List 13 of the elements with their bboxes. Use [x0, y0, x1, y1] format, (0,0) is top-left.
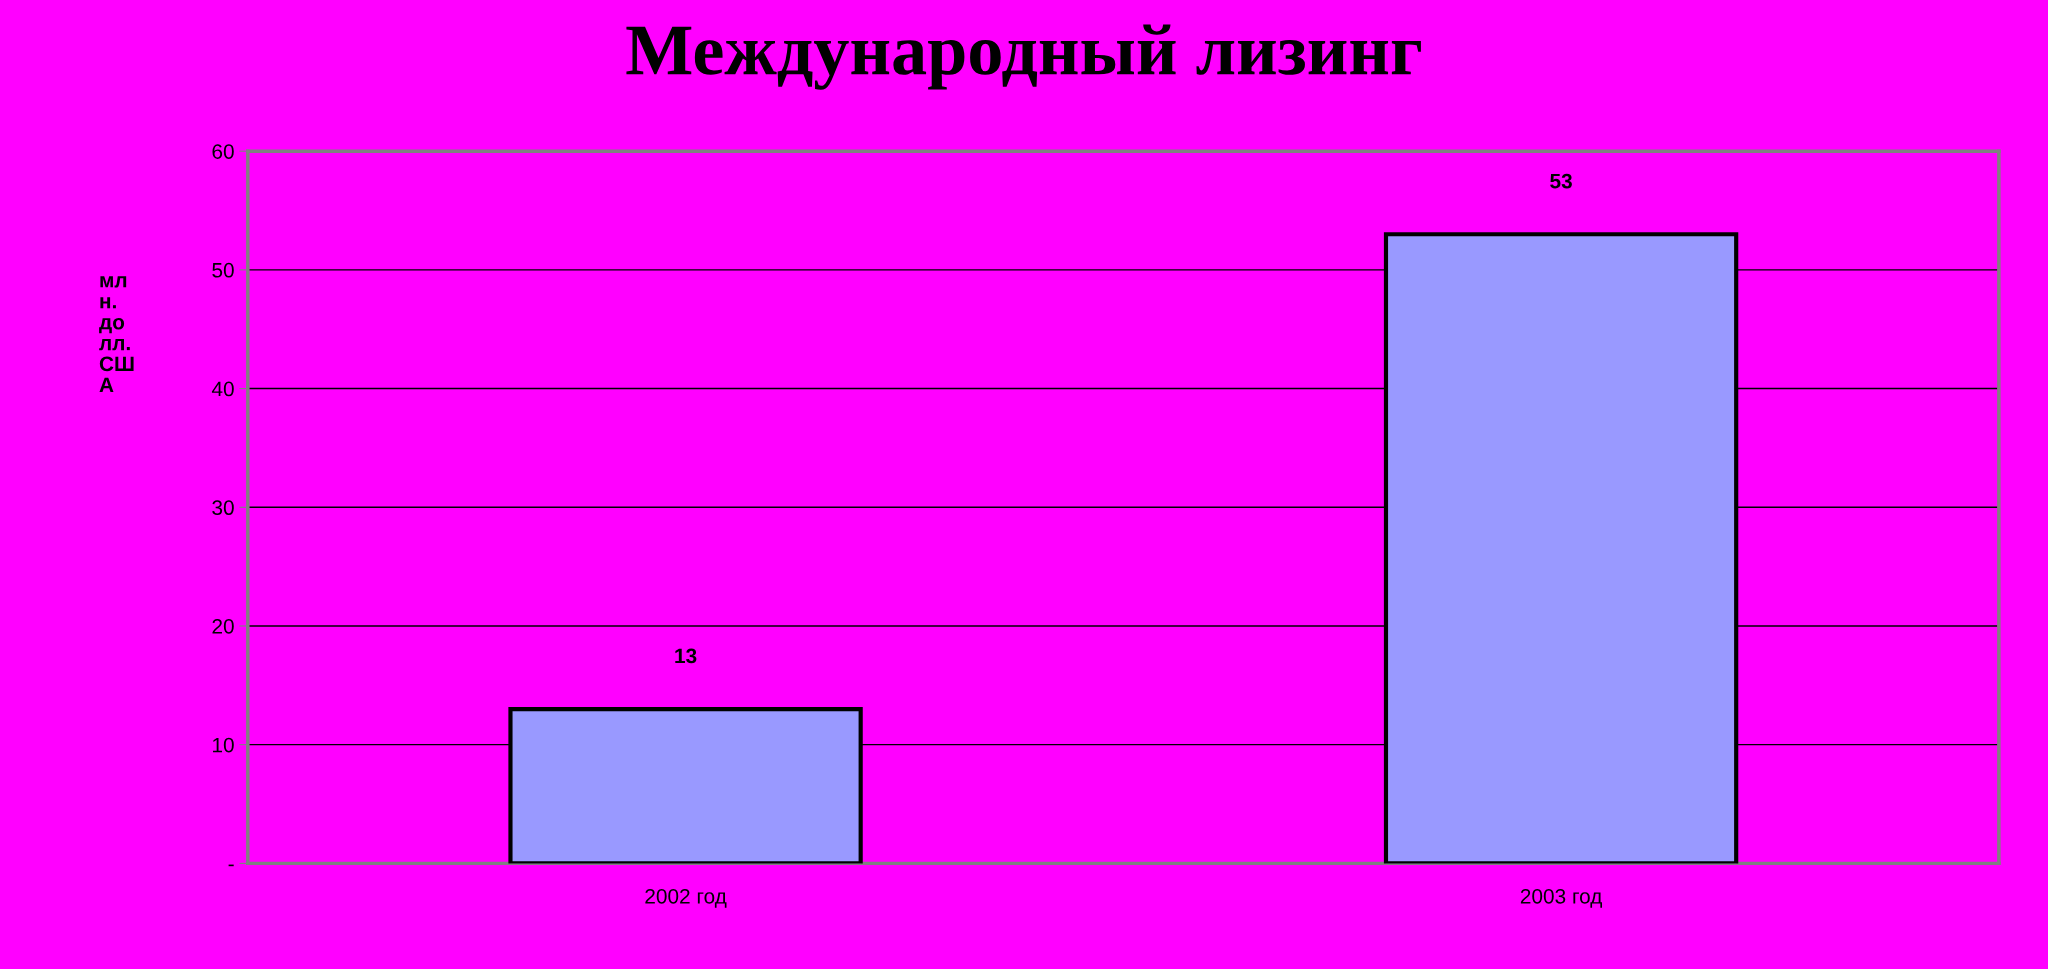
chart-title: Международный лизинг	[626, 24, 1421, 90]
y-tick-label: 30	[212, 500, 234, 516]
y-axis-title: мл н. до лл. СШ А	[99, 276, 134, 392]
x-tick-label: 2003 год	[1520, 888, 1603, 908]
y-tick-label: 60	[212, 144, 234, 159]
y-tick-label: 50	[212, 262, 234, 278]
y-tick-label: 40	[211, 381, 234, 397]
y-tick-label: 20	[212, 618, 234, 634]
x-tick-label: 2002 год	[645, 888, 727, 908]
y-tick-label: 10	[213, 737, 234, 753]
data-label: 53	[1550, 173, 1572, 189]
data-label: 13	[675, 648, 697, 664]
y-tick-label: -	[228, 864, 234, 867]
